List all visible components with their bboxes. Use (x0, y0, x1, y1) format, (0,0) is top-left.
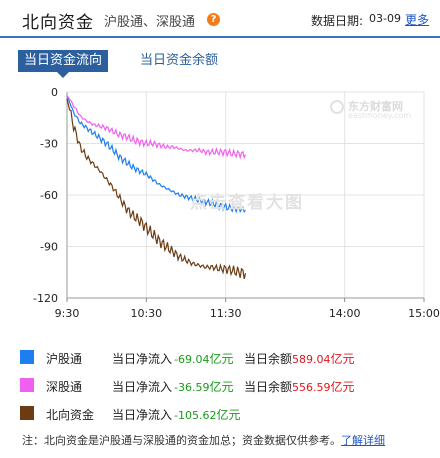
y-axis: 0 -30 -60 -90 -120 (33, 86, 68, 305)
inflow-value: -69.04亿元 (174, 352, 234, 366)
legend-name: 沪股通 (46, 352, 83, 366)
inflow-value: -36.59亿元 (174, 380, 234, 394)
legend: 沪股通 当日净流入 -69.04亿元 当日余额 589.04亿元 深股通 当日净… (12, 345, 432, 427)
logo-mark-icon (330, 100, 344, 114)
inflow-value: -105.62亿元 (174, 408, 241, 422)
y-tick-label: -90 (40, 241, 58, 254)
date-value: 03-09 (369, 12, 401, 25)
legend-name: 北向资金 (46, 408, 95, 422)
balance-value: 589.04亿元 (292, 352, 355, 366)
legend-swatch (20, 350, 34, 364)
legend-name: 深股通 (46, 380, 83, 394)
balance-label: 当日余额 (244, 380, 293, 394)
flow-chart[interactable]: 0 -30 -60 -90 -120 9:30 10:30 11:30 14:00 15:00 (0, 78, 440, 340)
inflow-label: 当日净流入 (112, 380, 173, 394)
balance-value: 556.59亿元 (292, 380, 355, 394)
x-tick-label: 14:00 (329, 307, 361, 320)
series-lines (66, 95, 247, 280)
tab-daily-flow[interactable]: 当日资金流向 (18, 50, 109, 78)
series-line-1 (66, 95, 247, 160)
footnote-text: 注：北向资金是沪股通与深股通的资金加总；资金数据仅供参考。 (22, 434, 341, 447)
y-tick-label: -60 (40, 189, 58, 202)
x-tick-label: 15:00 (408, 307, 440, 320)
header: 北向资金 沪股通、深股通 ? 数据日期: 03-09 更多 (0, 0, 440, 38)
x-tick-label: 9:30 (55, 307, 80, 320)
legend-swatch (20, 406, 34, 420)
logo-main-text: 东方财富网 (348, 100, 403, 113)
legend-row-sh: 沪股通 当日净流入 -69.04亿元 当日余额 589.04亿元 (12, 345, 432, 369)
y-tick-label: -120 (33, 292, 58, 305)
x-tick-label: 10:30 (130, 307, 162, 320)
question-icon[interactable]: ? (207, 13, 220, 26)
more-link[interactable]: 更多 (405, 13, 430, 27)
x-tick-label: 11:30 (210, 307, 242, 320)
balance-label: 当日余额 (244, 352, 293, 366)
page-subtitle: 沪股通、深股通 (104, 15, 196, 30)
tab-daily-balance[interactable]: 当日资金余额 (140, 53, 219, 68)
page-title: 北向资金 (22, 13, 94, 33)
series-line-0 (66, 95, 246, 214)
inflow-label: 当日净流入 (112, 408, 173, 422)
legend-row-sz: 深股通 当日净流入 -36.59亿元 当日余额 556.59亿元 (12, 373, 432, 397)
x-axis: 9:30 10:30 11:30 14:00 15:00 (55, 297, 440, 320)
series-line-2 (66, 98, 247, 280)
legend-swatch (20, 378, 34, 392)
y-tick-label: 0 (51, 86, 58, 99)
legend-row-north: 北向资金 当日净流入 -105.62亿元 (12, 401, 432, 425)
eastmoney-logo: 东方财富网 eastmoney.com (330, 98, 425, 128)
inflow-label: 当日净流入 (112, 352, 173, 366)
view-large-overlay[interactable]: 点击查看大图 (190, 193, 304, 213)
learn-more-link[interactable]: 了解详细 (341, 434, 385, 447)
logo-sub-text: eastmoney.com (348, 111, 412, 120)
footnote: 注：北向资金是沪股通与深股通的资金加总；资金数据仅供参考。了解详细 (0, 432, 440, 454)
date-label: 数据日期: (311, 14, 364, 28)
y-tick-label: -30 (40, 138, 58, 151)
